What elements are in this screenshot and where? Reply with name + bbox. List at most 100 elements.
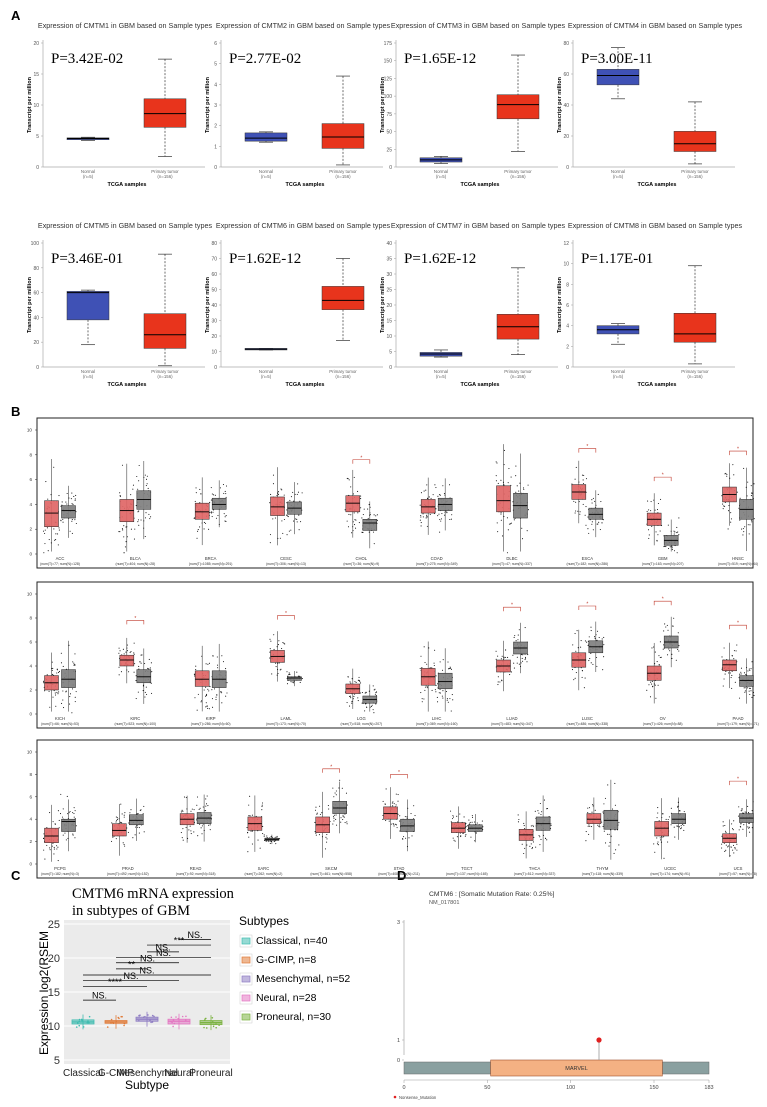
- jitter-point: [390, 823, 392, 825]
- jitter-point: [269, 638, 271, 640]
- jitter-point: [206, 705, 208, 707]
- jitter-point: [497, 676, 499, 678]
- jitter-point: [731, 823, 733, 825]
- jitter-point: [151, 692, 153, 694]
- normal-box: [400, 818, 415, 832]
- jitter-point: [671, 549, 673, 551]
- jitter-point: [732, 829, 734, 831]
- y-axis-label: Transcript per million: [557, 276, 563, 333]
- legend-swatch: [241, 975, 251, 983]
- jitter-point: [193, 809, 195, 811]
- y-tick-label: 4: [566, 324, 569, 330]
- jitter-point: [539, 802, 541, 805]
- jitter-point: [450, 810, 452, 812]
- jitter-point: [469, 823, 471, 825]
- jitter-point: [368, 690, 370, 692]
- jitter-point: [500, 658, 502, 660]
- jitter-point: [373, 543, 375, 545]
- normal-box: [61, 669, 76, 688]
- jitter-point: [51, 661, 53, 663]
- jitter-point: [442, 485, 444, 487]
- jitter-point: [502, 481, 505, 483]
- jitter-point: [422, 513, 424, 515]
- jitter-point: [134, 528, 136, 530]
- jitter-point: [373, 514, 375, 516]
- cancer-name: GBM: [658, 556, 668, 561]
- jitter-point: [420, 514, 422, 517]
- jitter-point: [352, 521, 354, 523]
- y-tick-label: 10: [211, 350, 217, 356]
- comparison-label: NS.: [123, 971, 138, 981]
- jitter-point: [659, 530, 661, 532]
- sample-count-label: (num(T)=461; num(N)=558): [310, 872, 352, 876]
- jitter-point: [139, 809, 141, 812]
- jitter-point: [456, 815, 458, 817]
- jitter-point: [128, 671, 130, 673]
- jitter-point: [123, 814, 125, 816]
- jitter-point: [746, 667, 748, 669]
- jitter-point: [364, 692, 366, 694]
- jitter-point: [677, 632, 679, 634]
- jitter-point: [465, 825, 467, 827]
- jitter-point: [742, 828, 744, 830]
- jitter-point: [532, 824, 534, 826]
- jitter-point: [729, 855, 731, 857]
- jitter-point: [475, 832, 477, 834]
- jitter-point: [298, 529, 300, 531]
- jitter-point: [286, 534, 288, 536]
- group-label: Primary tumor: [681, 169, 709, 174]
- jitter-point: [251, 843, 253, 845]
- jitter-point: [197, 835, 199, 837]
- jitter-point: [740, 671, 742, 673]
- jitter-point: [132, 484, 135, 486]
- jitter-point: [123, 1024, 125, 1027]
- jitter-point: [362, 514, 364, 516]
- jitter-point: [408, 837, 410, 839]
- jitter-point: [272, 474, 275, 476]
- jitter-point: [276, 495, 278, 497]
- sample-count-label: (num(T)=483; num(N)=347): [491, 722, 533, 726]
- y-tick-label: 5: [389, 350, 392, 356]
- jitter-point: [725, 472, 727, 475]
- jitter-point: [679, 810, 681, 812]
- jitter-point: [428, 647, 430, 649]
- jitter-point: [119, 531, 121, 533]
- box-tumor: [321, 123, 365, 149]
- jitter-point: [56, 845, 58, 847]
- jitter-point: [347, 676, 349, 678]
- jitter-point: [75, 691, 77, 693]
- jitter-point: [591, 499, 593, 501]
- jitter-point: [652, 685, 654, 687]
- jitter-point: [65, 839, 67, 841]
- jitter-point: [150, 662, 152, 664]
- jitter-point: [138, 832, 140, 834]
- jitter-point: [137, 488, 139, 490]
- jitter-point: [497, 482, 499, 484]
- y-tick-label: 4: [29, 817, 32, 822]
- jitter-point: [121, 528, 123, 530]
- jitter-point: [395, 824, 398, 826]
- jitter-point: [419, 519, 421, 521]
- significance-bracket: [729, 450, 747, 456]
- jitter-point: [360, 507, 362, 509]
- jitter-point: [326, 838, 328, 840]
- jitter-point: [119, 650, 121, 652]
- jitter-point: [61, 501, 63, 503]
- jitter-point: [464, 835, 466, 837]
- jitter-point: [206, 693, 208, 696]
- jitter-point: [205, 706, 207, 708]
- jitter-point: [226, 682, 228, 684]
- jitter-point: [743, 467, 745, 469]
- jitter-point: [70, 498, 72, 500]
- jitter-point: [606, 833, 609, 835]
- normal-box: [287, 676, 302, 681]
- jitter-point: [592, 804, 594, 806]
- cancer-name: CESC: [280, 556, 292, 561]
- cancer-dlbc: DLBC(num(T)=47; num(N)=337): [492, 444, 532, 566]
- jitter-point: [673, 533, 675, 535]
- significance-star: *: [285, 611, 287, 617]
- jitter-point: [532, 841, 534, 843]
- jitter-point: [126, 644, 128, 646]
- jitter-point: [221, 655, 223, 657]
- tumor-box: [270, 496, 285, 516]
